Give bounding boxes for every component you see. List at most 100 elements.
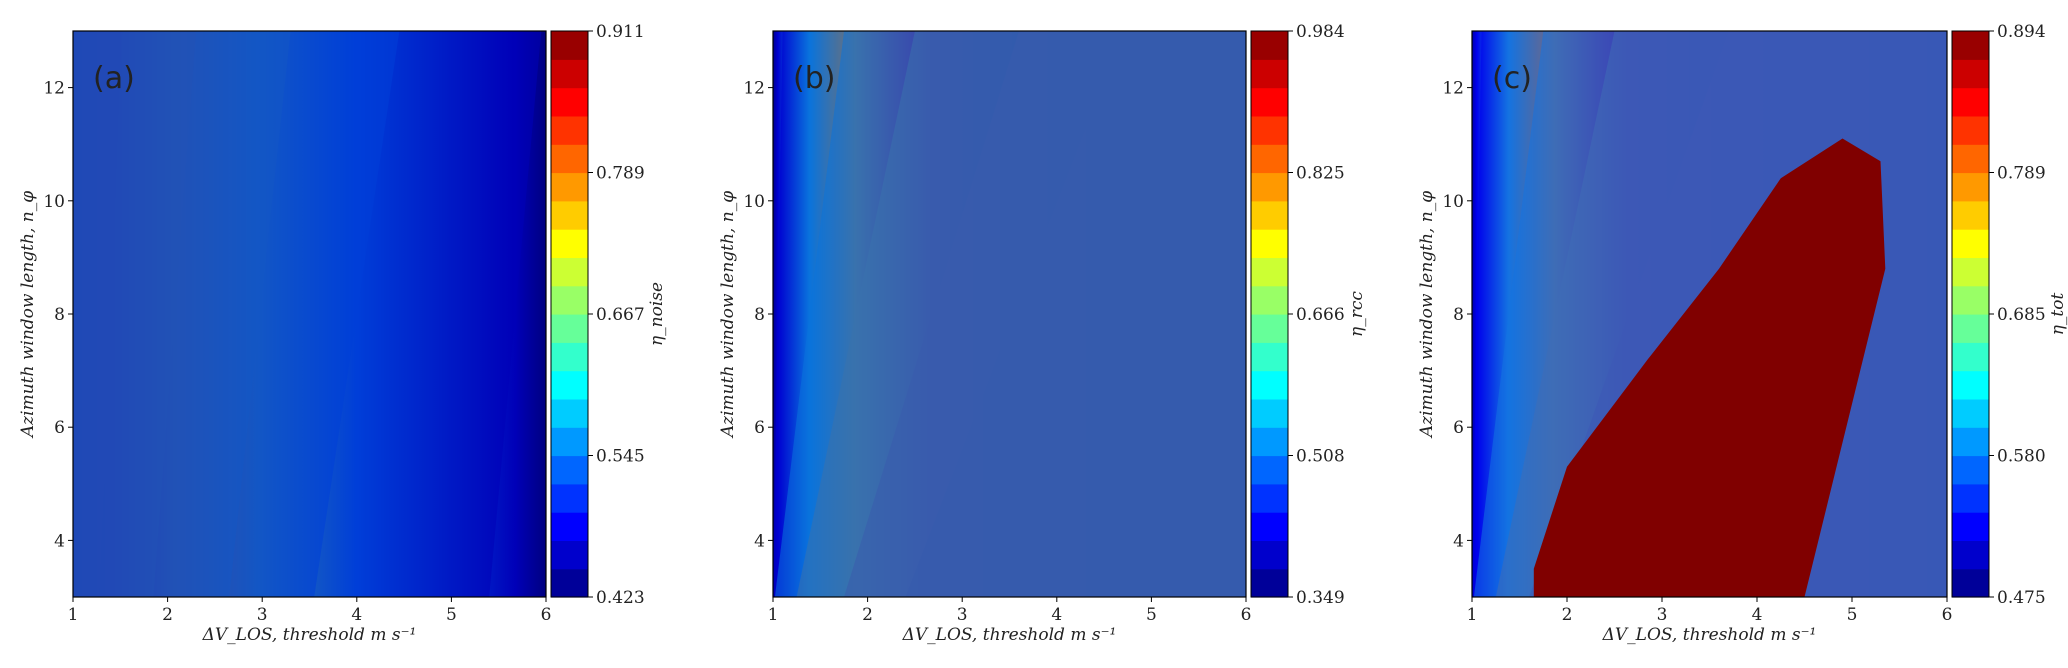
y-tick-label: 10 xyxy=(43,192,65,212)
colorbar-level xyxy=(551,229,588,258)
colorbar-level xyxy=(1251,257,1288,287)
colorbar-level xyxy=(1952,512,1989,541)
y-tick-label: 6 xyxy=(754,418,765,438)
colorbar-level xyxy=(1952,229,1989,258)
colorbar-tick-label: 0.789 xyxy=(1997,164,2046,184)
colorbar-level xyxy=(1952,144,1989,174)
x-tick-label: 6 xyxy=(541,605,552,625)
colorbar-level xyxy=(1251,314,1288,343)
y-tick-label: 4 xyxy=(1453,531,1464,551)
colorbar-tick-label: 0.667 xyxy=(596,305,645,325)
colorbar-c: 0.894 0.789 0.685 0.580 0.475 xyxy=(1951,22,2046,608)
x-tick-label: 2 xyxy=(162,605,173,625)
colorbar-level xyxy=(551,285,588,315)
colorbar-a: 0.911 0.789 0.667 0.545 0.423 xyxy=(550,22,645,608)
x-tick-label: 2 xyxy=(862,605,873,625)
x-tick-label: 1 xyxy=(768,605,779,625)
colorbar-level xyxy=(1952,568,1989,598)
colorbar-level xyxy=(1251,455,1288,485)
colorbar-tick-label: 0.475 xyxy=(1997,588,2046,608)
colorbar-level xyxy=(1952,427,1989,457)
colorbar-label-b: η_rcc xyxy=(1347,291,1367,337)
x-axis-label-c: ΔV_LOS, threshold m s⁻¹ xyxy=(1602,625,1817,645)
colorbar-level xyxy=(1251,398,1288,428)
y-tick-label: 10 xyxy=(1442,192,1464,212)
contour-band xyxy=(73,31,542,597)
colorbar-tick-label: 0.666 xyxy=(1296,305,1345,325)
colorbar-level xyxy=(1952,342,1989,372)
panel-label-a: (a) xyxy=(93,61,135,96)
y-axis-label-c: Azimuth window length, n_φ xyxy=(1417,191,1437,439)
colorbar-label-c: η_tot xyxy=(2048,293,2068,336)
colorbar-level xyxy=(551,342,588,372)
colorbar-level xyxy=(551,512,588,541)
colorbar-level xyxy=(1251,512,1288,541)
colorbar-tick-label: 0.580 xyxy=(1997,447,2046,467)
x-tick-label: 3 xyxy=(1657,605,1668,625)
colorbar-tick-label: 0.894 xyxy=(1997,22,2046,42)
colorbar-level xyxy=(551,483,588,513)
colorbar-tick-label: 0.349 xyxy=(1296,588,1345,608)
x-tick-label: 4 xyxy=(1051,605,1062,625)
x-axis-label-a: ΔV_LOS, threshold m s⁻¹ xyxy=(202,625,417,645)
colorbar-level xyxy=(1251,59,1288,89)
colorbar-tick-label: 0.545 xyxy=(596,447,645,467)
max-region xyxy=(1533,138,1886,597)
colorbar-level xyxy=(1952,540,1989,570)
colorbar-level xyxy=(551,31,588,60)
x-tick-label: 3 xyxy=(257,605,268,625)
colorbar-level xyxy=(551,144,588,174)
y-tick-label: 6 xyxy=(54,418,65,438)
y-tick-label: 8 xyxy=(54,305,65,325)
colorbar-label-a: η_noise xyxy=(647,282,667,346)
colorbar-level xyxy=(1251,87,1288,117)
colorbar-level xyxy=(1952,115,1989,145)
colorbar-level xyxy=(1251,427,1288,457)
y-tick-label: 12 xyxy=(1442,79,1464,99)
x-tick-label: 5 xyxy=(446,605,457,625)
y-tick-label: 8 xyxy=(1453,305,1464,325)
y-tick-label: 4 xyxy=(754,531,765,551)
colorbar-tick-label: 0.984 xyxy=(1296,22,1345,42)
colorbar-level xyxy=(551,59,588,89)
y-axis-label-b: Azimuth window length, n_φ xyxy=(718,191,738,439)
colorbar-level xyxy=(551,427,588,457)
colorbar-level xyxy=(551,398,588,428)
colorbar-level xyxy=(1952,87,1989,117)
colorbar-level xyxy=(551,314,588,343)
colorbar-level xyxy=(1952,370,1989,400)
colorbar-level xyxy=(551,370,588,400)
x-tick-label: 6 xyxy=(1241,605,1252,625)
colorbar-level xyxy=(551,257,588,287)
colorbar-level xyxy=(1251,200,1288,230)
colorbar-tick-label: 0.789 xyxy=(596,164,645,184)
x-tick-label: 5 xyxy=(1847,605,1858,625)
colorbar-tick-label: 0.423 xyxy=(596,588,645,608)
colorbar-level xyxy=(1952,483,1989,513)
colorbar-level xyxy=(551,172,588,202)
colorbar-level xyxy=(1952,257,1989,287)
colorbar-level xyxy=(1952,59,1989,89)
colorbar-b: 0.984 0.825 0.666 0.508 0.349 xyxy=(1250,22,1345,608)
colorbar-level xyxy=(1251,172,1288,202)
colorbar-level xyxy=(1251,285,1288,315)
colorbar-level xyxy=(1952,455,1989,485)
colorbar-level xyxy=(1952,285,1989,315)
colorbar-level xyxy=(1251,229,1288,258)
y-axis-label-a: Azimuth window length, n_φ xyxy=(18,191,38,439)
colorbar-level xyxy=(1952,31,1989,60)
y-tick-label: 12 xyxy=(743,79,765,99)
y-tick-label: 12 xyxy=(43,79,65,99)
colorbar-level xyxy=(551,568,588,598)
panel-label-b: (b) xyxy=(793,61,835,96)
colorbar-level xyxy=(1251,144,1288,174)
colorbar-tick-label: 0.825 xyxy=(1296,164,1345,184)
y-tick-label: 6 xyxy=(1453,418,1464,438)
y-tick-label: 8 xyxy=(754,305,765,325)
panel-label-c: (c) xyxy=(1492,61,1532,96)
x-tick-label: 5 xyxy=(1146,605,1157,625)
